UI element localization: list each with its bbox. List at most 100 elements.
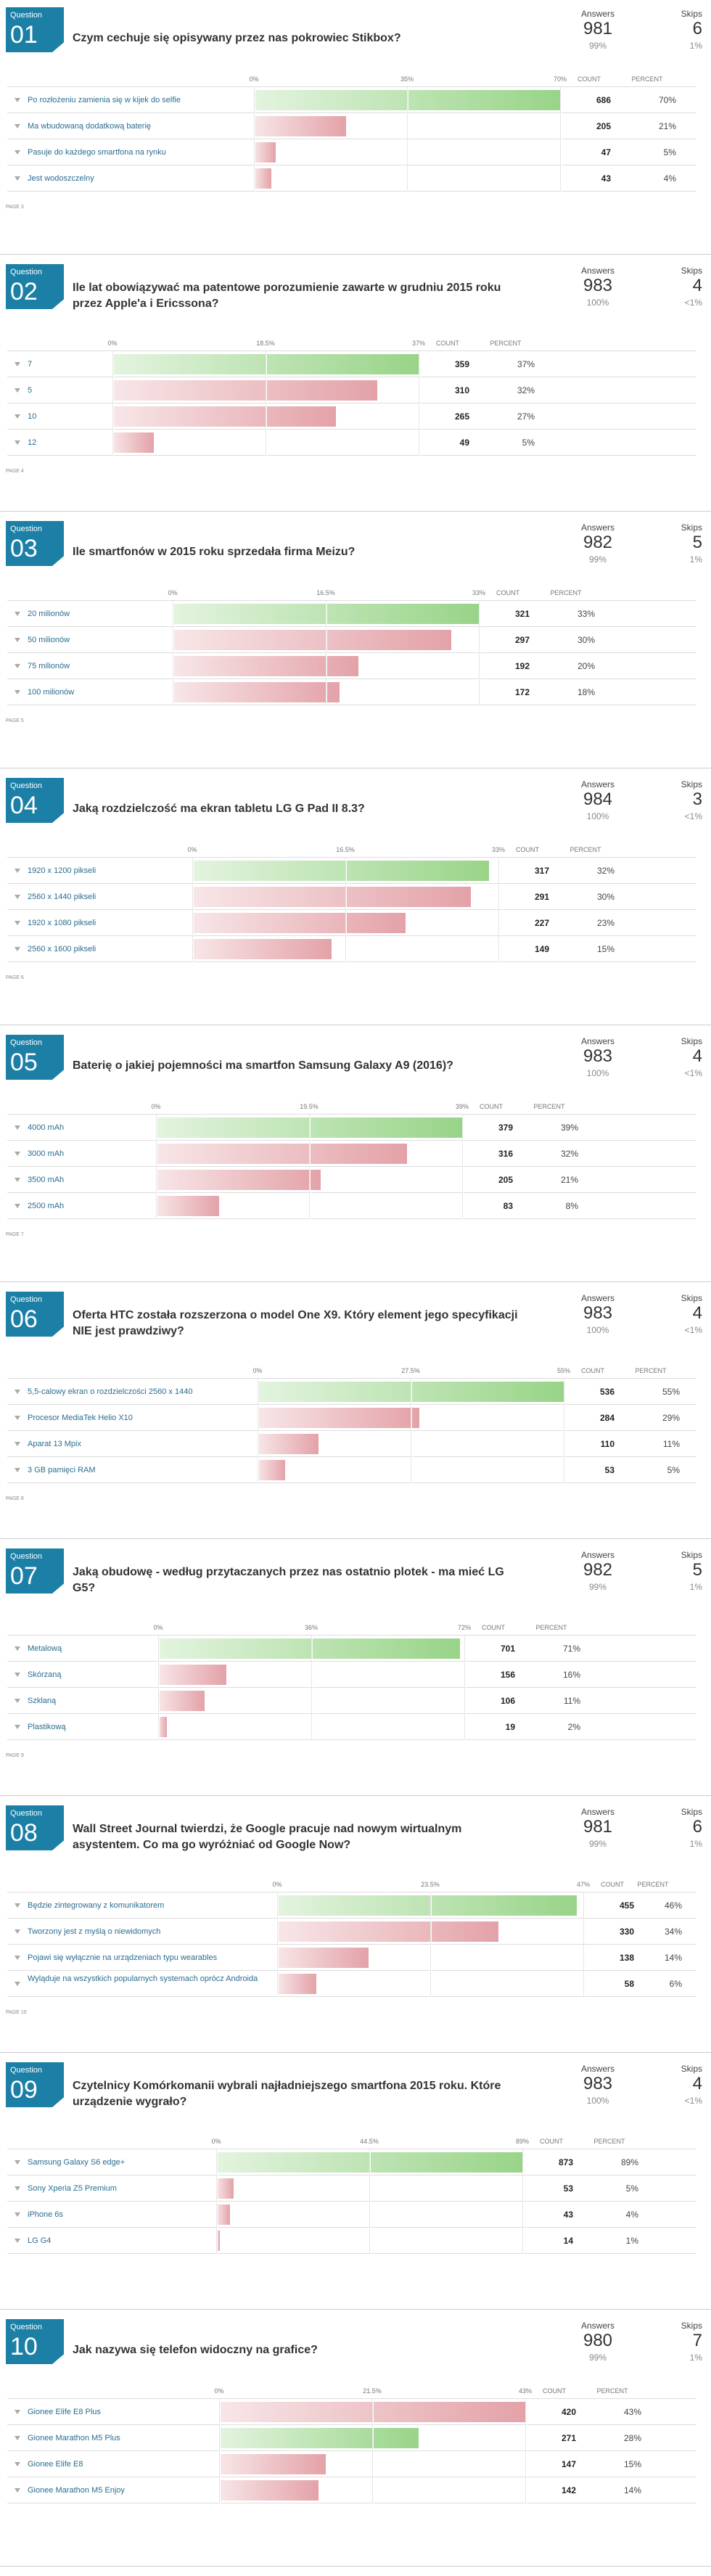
row-filter-icon: [15, 1673, 20, 1677]
row-filter-icon: [15, 1390, 20, 1394]
percent-header: PERCENT: [593, 2138, 625, 2145]
count: 83: [503, 1201, 513, 1211]
question-number: 07: [10, 1562, 38, 1590]
skips-percent: 1%: [689, 41, 702, 51]
count: 142: [561, 2485, 576, 2495]
x-tick-label: 89%: [515, 2138, 529, 2145]
grid-line: [254, 87, 255, 192]
bar: [258, 1408, 419, 1428]
row-line: [7, 1944, 696, 1945]
x-tick-label: 0%: [211, 2138, 221, 2145]
bar: [158, 1665, 226, 1685]
grid-line: [112, 351, 114, 456]
skips-label: Skips: [681, 779, 702, 789]
row-label: Samsung Galaxy S6 edge+: [28, 2158, 126, 2167]
count: 53: [604, 1465, 615, 1475]
count: 271: [561, 2433, 576, 2443]
count-header: COUNT: [540, 2138, 563, 2145]
x-tick-label: 47%: [576, 1881, 590, 1888]
section-separator: [0, 2052, 711, 2053]
row-line: [7, 678, 696, 679]
header-line: [7, 350, 696, 351]
grid-line: [462, 1115, 464, 1219]
x-tick-label: 27.5%: [401, 1367, 420, 1374]
bar: [112, 432, 155, 453]
question-badge: Question 01: [6, 7, 64, 52]
percent: 32%: [517, 385, 535, 395]
row-label: 2560 x 1440 pikseli: [28, 893, 96, 901]
x-tick-label: 39%: [455, 1103, 469, 1110]
question-section: Question 04 Jaką rozdzielczość ma ekran ta…: [0, 778, 711, 1035]
question-title: Ile smartfonów w 2015 roku sprzedała fir…: [73, 546, 356, 558]
answers-label: Answers: [580, 266, 615, 276]
question-number: 09: [10, 2076, 38, 2104]
x-tick-label: 0%: [107, 340, 118, 347]
row-label: Skórzaną: [28, 1670, 62, 1679]
skips-count: 4: [692, 276, 702, 295]
question-badge: Question 03: [6, 521, 64, 566]
x-tick-label: 23.5%: [421, 1881, 440, 1888]
skips-count: 6: [692, 1817, 702, 1837]
skips-label: Skips: [681, 266, 702, 276]
row-line: [7, 1739, 696, 1740]
row-label: Po rozłożeniu zamienia się w kijek do se…: [28, 96, 181, 104]
row-line: [7, 1192, 696, 1193]
bar: [173, 682, 340, 702]
bar: [277, 1921, 499, 1942]
count: 316: [498, 1149, 513, 1159]
row-line: [7, 626, 696, 627]
grid-line: [158, 1636, 160, 1740]
skips-label: Skips: [681, 522, 702, 533]
count: 149: [534, 944, 549, 954]
question-badge: Question 05: [6, 1035, 64, 1080]
page-label: PAGE 9: [6, 1753, 24, 1758]
question-number: 03: [10, 535, 38, 562]
grid-line: [309, 1115, 311, 1219]
question-section: Question 01 Czym cechuje się opisywany prz…: [0, 7, 711, 264]
row-filter-icon: [15, 176, 20, 181]
percent: 21%: [560, 1175, 578, 1185]
question-title: Czym cechuje się opisywany przez nas pok…: [73, 32, 401, 44]
x-tick-label: 0%: [168, 589, 178, 596]
answers-label: Answers: [580, 2064, 615, 2074]
count: 14: [563, 2236, 573, 2246]
x-tick-label: 0%: [272, 1881, 282, 1888]
bar: [112, 380, 377, 401]
row-line: [7, 1970, 696, 1971]
grid-line: [430, 1892, 432, 1997]
row-filter-icon: [15, 1956, 20, 1960]
row-filter-icon: [15, 1982, 20, 1986]
percent: 43%: [623, 2407, 641, 2417]
count: 536: [599, 1387, 615, 1397]
count: 420: [561, 2407, 576, 2417]
row-line: [7, 1404, 696, 1405]
percent: 14%: [623, 2485, 641, 2495]
percent: 39%: [560, 1123, 578, 1133]
row-filter-icon: [15, 1416, 20, 1420]
count: 227: [534, 918, 549, 928]
row-line: [7, 2450, 696, 2451]
count: 284: [599, 1413, 615, 1423]
question-section: Question 03 Ile smartfonów w 2015 roku spr…: [0, 521, 711, 778]
row-line: [7, 1918, 696, 1919]
row-label: Plastikową: [28, 1723, 66, 1731]
count: 310: [454, 385, 469, 395]
section-separator: [0, 1281, 711, 1282]
skips-label: Skips: [681, 2321, 702, 2331]
count: 43: [563, 2210, 573, 2220]
skips-percent: <1%: [684, 1325, 702, 1335]
question-number: 06: [10, 1305, 38, 1333]
skips-label: Skips: [681, 1550, 702, 1560]
grid-line: [369, 2149, 371, 2254]
row-filter-icon: [15, 1125, 20, 1130]
page-label: PAGE 7: [6, 1232, 24, 1237]
question-badge: Question 02: [6, 264, 64, 309]
question-title: Jaką obudowę - według przytaczanych prze…: [73, 1566, 504, 1594]
count: 58: [624, 1979, 634, 1989]
count: 106: [500, 1696, 515, 1706]
count: 19: [505, 1722, 515, 1732]
percent-header: PERCENT: [570, 846, 601, 853]
section-separator: [0, 1538, 711, 1539]
row-label: 3500 mAh: [28, 1176, 65, 1184]
row-line: [7, 961, 696, 962]
